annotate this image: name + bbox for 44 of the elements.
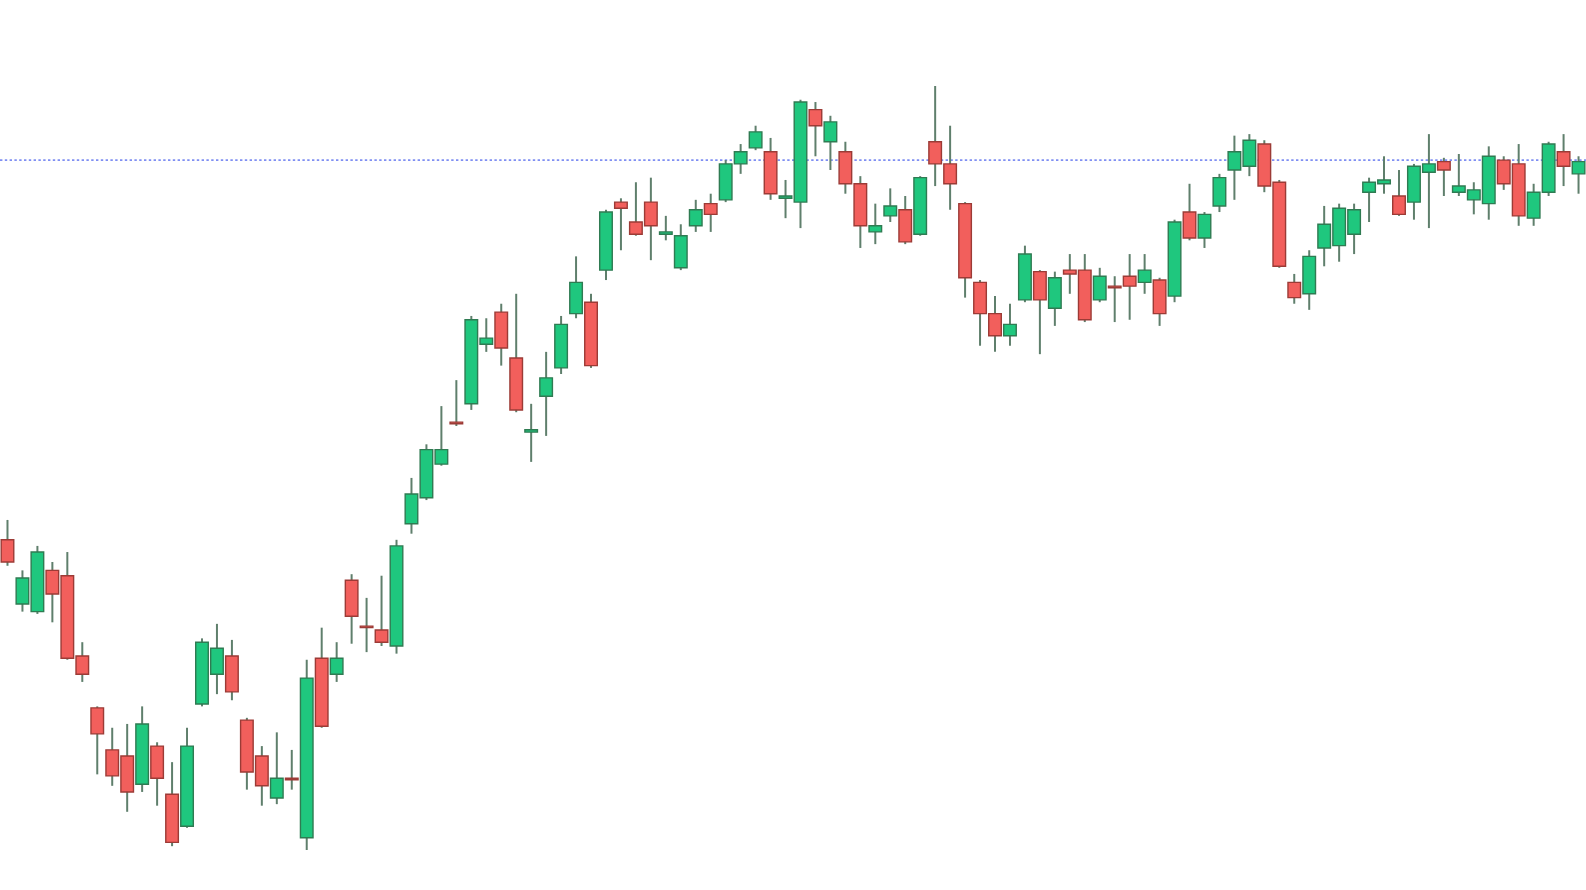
candlestick [898, 195, 913, 246]
candlestick [1152, 276, 1167, 327]
candlestick [554, 314, 569, 376]
candlestick [1047, 270, 1062, 327]
candlestick [224, 638, 239, 702]
candlestick [763, 136, 778, 201]
candlestick [569, 255, 584, 320]
candlestick [1017, 244, 1032, 304]
candlestick [1137, 253, 1152, 295]
candlestick [524, 402, 539, 463]
candlestick [823, 114, 838, 172]
candlestick [808, 101, 823, 158]
candlestick [1212, 172, 1227, 214]
candlestick [1571, 155, 1586, 195]
candlestick [1392, 169, 1406, 217]
candlestick [673, 223, 688, 272]
candlestick [1287, 272, 1302, 305]
candlestick [748, 124, 763, 152]
candlestick [1092, 266, 1107, 304]
candlestick [344, 573, 359, 645]
candlestick [0, 518, 15, 567]
candlestick [1032, 269, 1047, 356]
candlestick [1556, 133, 1571, 188]
candlestick [883, 187, 898, 223]
candlestick [269, 731, 284, 806]
candlestick [90, 705, 105, 776]
candlestick [1436, 156, 1451, 198]
candlestick [494, 302, 509, 367]
candlestick [703, 192, 718, 233]
candlestick [329, 641, 344, 683]
candlestick [284, 748, 299, 791]
candlestick [539, 350, 554, 437]
candlestick [1002, 302, 1017, 347]
candlestick [1197, 211, 1212, 249]
candlestick [868, 202, 883, 246]
candlestick [1302, 249, 1317, 311]
candlestick [150, 741, 165, 807]
candlestick [688, 198, 703, 233]
candlestick [449, 379, 464, 427]
candlestick [613, 197, 628, 252]
candlestick [359, 596, 374, 654]
candlestick [374, 574, 389, 648]
candlestick [1182, 182, 1197, 242]
candlestick [658, 214, 673, 242]
